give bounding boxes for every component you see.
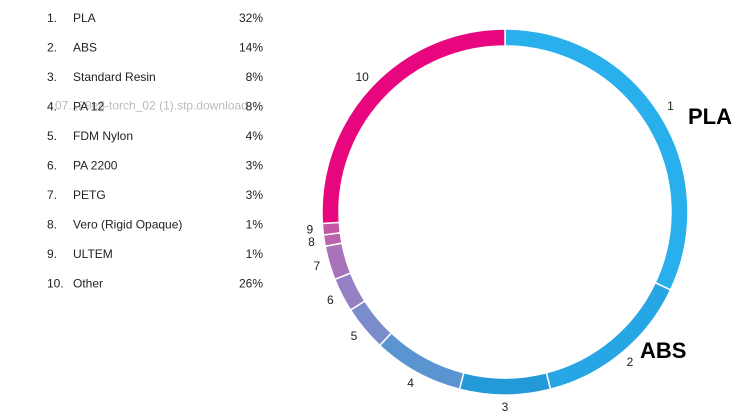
list-value: 26% — [239, 277, 263, 291]
slice-label: 1 — [667, 99, 674, 113]
donut-slice — [545, 281, 672, 391]
list-label: PETG — [73, 188, 106, 202]
list-label: PA 12 — [73, 100, 104, 114]
donut: 1 2 3 4 5 6 7 89 10 — [307, 28, 689, 414]
slice-label: 6 — [327, 293, 334, 307]
slice-label: 4 — [407, 376, 414, 390]
list-value: 3% — [246, 159, 264, 173]
donut-slice — [333, 272, 366, 312]
list-value: 3% — [246, 188, 264, 202]
donut-slice — [321, 28, 506, 225]
slice-label: 2 — [627, 355, 634, 369]
donut-slice — [321, 221, 342, 236]
list-value: 1% — [246, 247, 264, 261]
slice-label: 8 — [308, 235, 315, 249]
list-number: 5. — [47, 129, 57, 143]
donut-slice — [504, 28, 689, 291]
list-number: 2. — [47, 41, 57, 55]
list-label: PA 2200 — [73, 159, 118, 173]
slice-label: 3 — [502, 400, 509, 414]
list-label: ABS — [73, 41, 97, 55]
list-label: Other — [73, 277, 103, 291]
donut-slice — [458, 371, 552, 396]
donut-slice — [378, 331, 465, 391]
list-number: 3. — [47, 70, 57, 84]
list-value: 4% — [246, 129, 264, 143]
list-number: 9. — [47, 247, 57, 261]
donut-slice — [324, 242, 352, 281]
list-value: 1% — [246, 218, 264, 232]
list-label: Standard Resin — [73, 70, 156, 84]
list-number: 4. — [47, 100, 57, 114]
slice-label: 10 — [355, 70, 369, 84]
list-number: 7. — [47, 188, 57, 202]
list-value: 14% — [239, 41, 263, 55]
list-label: Vero (Rigid Opaque) — [73, 218, 182, 232]
list-label: ULTEM — [73, 247, 113, 261]
list-number: 10. — [47, 277, 64, 291]
list-label: PLA — [73, 11, 96, 25]
list-value: 8% — [246, 70, 264, 84]
annotation: ABS — [640, 338, 686, 363]
overlay-text: 07...29e8-torch_02 (1).stp.download — [55, 99, 248, 113]
slice-label: 7 — [313, 259, 320, 273]
list-label: FDM Nylon — [73, 129, 133, 143]
slice-label: 5 — [351, 329, 358, 343]
slice-label: 9 — [307, 223, 314, 237]
list-number: 1. — [47, 11, 57, 25]
list-value: 8% — [246, 100, 264, 114]
list-number: 8. — [47, 218, 57, 232]
list-number: 6. — [47, 159, 57, 173]
list-value: 32% — [239, 11, 263, 25]
annotation: PLA — [688, 104, 732, 129]
